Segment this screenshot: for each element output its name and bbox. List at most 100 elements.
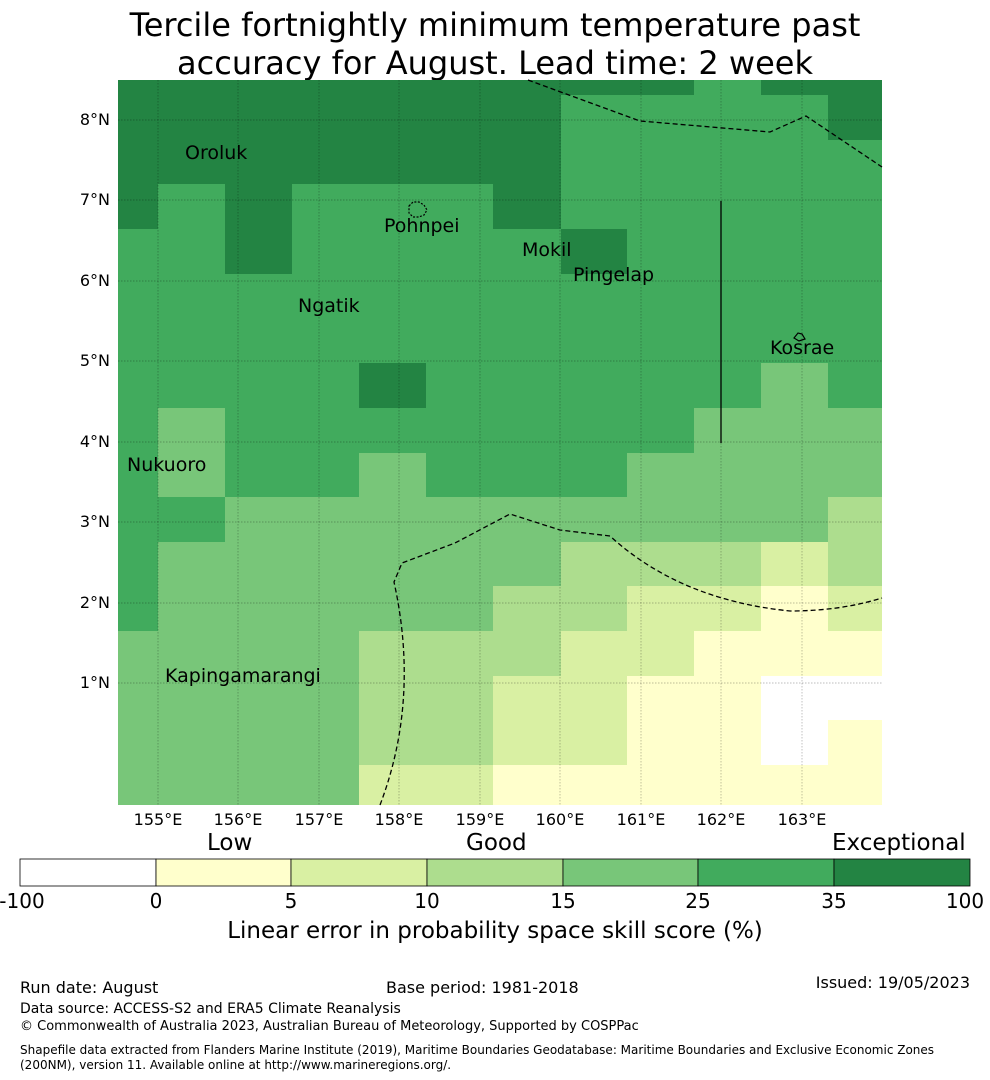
lon-label: 159°E xyxy=(455,810,505,829)
title-line-1: Tercile fortnightly minimum temperature … xyxy=(129,6,861,44)
issued-date: Issued: 19/05/2023 xyxy=(815,973,970,992)
lon-label: 163°E xyxy=(777,810,827,829)
lat-label: 3°N xyxy=(79,512,110,531)
lat-label: 7°N xyxy=(79,190,110,209)
base-period: Base period: 1981-2018 xyxy=(386,978,579,997)
skill-cell xyxy=(694,80,761,95)
skill-cell xyxy=(118,765,359,805)
graticule xyxy=(118,80,882,805)
skill-cell xyxy=(561,95,828,140)
lon-label: 158°E xyxy=(374,810,424,829)
skill-cell xyxy=(118,453,158,497)
data-source: Data source: ACCESS-S2 and ERA5 Climate … xyxy=(20,1001,401,1017)
skill-cell xyxy=(828,720,882,765)
skill-cell xyxy=(627,586,761,631)
skill-cell xyxy=(561,631,694,676)
skill-cell xyxy=(828,497,882,542)
skill-cell xyxy=(118,184,158,229)
skill-cell xyxy=(627,676,761,720)
skill-cell xyxy=(118,408,158,453)
run-date: Run date: August xyxy=(20,978,159,997)
skill-cell xyxy=(292,229,561,274)
lat-label: 4°N xyxy=(79,432,110,451)
skill-cell xyxy=(493,184,561,229)
skill-cell xyxy=(493,676,627,720)
skill-cell xyxy=(225,453,359,497)
place-label-pingelap: Pingelap xyxy=(573,264,655,286)
place-label-nukuoro: Nukuoro xyxy=(127,454,207,476)
eez-boundary-south xyxy=(379,513,883,806)
place-label-mokil: Mokil xyxy=(522,239,572,261)
skill-cell xyxy=(118,497,225,542)
skill-cell xyxy=(359,676,493,720)
skill-cell xyxy=(493,720,627,765)
skill-cell xyxy=(426,453,627,497)
skill-cell xyxy=(828,542,882,586)
colorbar-segment xyxy=(426,858,564,887)
colorbar-segment xyxy=(562,858,699,887)
colorbar-category-low: Low xyxy=(207,830,253,856)
colorbar-segment xyxy=(290,858,428,887)
lat-label: 8°N xyxy=(79,110,110,129)
skill-cell xyxy=(426,363,761,408)
skill-cell xyxy=(292,184,493,229)
colorbar-tick: 25 xyxy=(685,889,711,913)
skill-cell xyxy=(528,80,694,95)
skill-cell xyxy=(761,542,828,586)
skill-cell xyxy=(561,229,627,274)
skill-cells xyxy=(118,80,882,805)
lon-label: 160°E xyxy=(535,810,585,829)
place-label-oroluk: Oroluk xyxy=(185,142,248,164)
skill-cell xyxy=(627,453,882,497)
skill-cell xyxy=(761,363,828,408)
title-line-2: accuracy for August. Lead time: 2 week xyxy=(177,44,813,82)
skill-cell xyxy=(694,408,882,453)
skill-cell xyxy=(118,95,561,140)
skill-cell xyxy=(761,80,882,95)
skill-cell xyxy=(118,80,528,95)
colorbar-segment xyxy=(833,858,971,887)
skill-cell xyxy=(359,363,426,408)
lat-label: 5°N xyxy=(79,351,110,370)
skill-cell xyxy=(118,631,359,676)
pohnpei-island-outline xyxy=(408,201,428,218)
colorbar-segment xyxy=(19,858,157,887)
skill-cell xyxy=(761,720,828,765)
skill-cell xyxy=(118,363,359,408)
lat-label: 1°N xyxy=(79,673,110,692)
colorbar xyxy=(19,858,971,887)
skill-cell xyxy=(225,184,292,229)
colorbar-tick: 5 xyxy=(284,889,298,913)
skill-cell xyxy=(359,631,561,676)
skill-cell xyxy=(694,631,882,676)
lon-label: 155°E xyxy=(133,810,183,829)
colorbar-tick: 35 xyxy=(821,889,847,913)
colorbar-tick: 15 xyxy=(550,889,576,913)
place-label-kosrae: Kosrae xyxy=(770,337,835,359)
lon-label: 161°E xyxy=(616,810,666,829)
skill-cell xyxy=(359,453,426,497)
skill-cell xyxy=(828,363,882,408)
skill-cell xyxy=(225,229,292,274)
skill-cell xyxy=(118,542,158,586)
colorbar-tick: 100 xyxy=(945,889,985,913)
chart-title: Tercile fortnightly minimum temperature … xyxy=(0,6,990,82)
lon-label: 156°E xyxy=(213,810,263,829)
skill-cell xyxy=(493,586,627,631)
skill-cell xyxy=(118,720,359,765)
colorbar-tick: 10 xyxy=(414,889,440,913)
skill-cell xyxy=(118,140,561,184)
skill-cell xyxy=(118,676,359,720)
skill-cell xyxy=(118,586,158,631)
skill-cell xyxy=(359,765,493,805)
skill-cell xyxy=(158,453,225,497)
lon-label: 162°E xyxy=(696,810,746,829)
skill-cell xyxy=(225,497,828,542)
skill-cell xyxy=(158,408,225,453)
colorbar-tick: 0 xyxy=(149,889,163,913)
kosrae-island-outline xyxy=(793,332,806,342)
skill-cell xyxy=(158,184,225,229)
lat-label: 6°N xyxy=(79,271,110,290)
skill-cell xyxy=(118,274,882,363)
